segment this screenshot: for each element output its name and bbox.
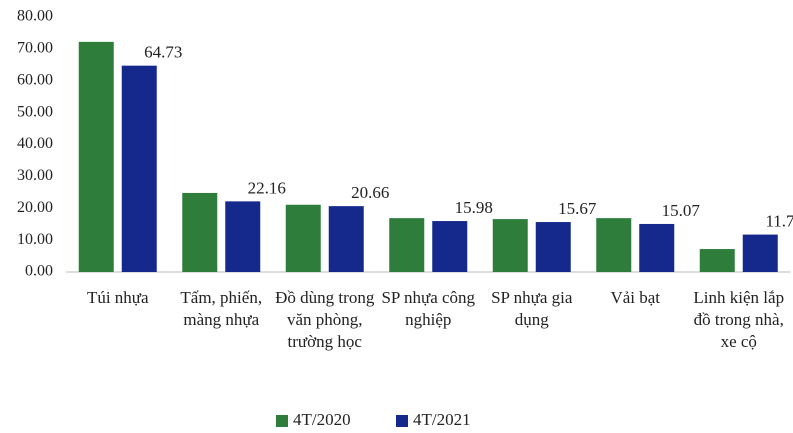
y-tick-label: 30.00 xyxy=(17,167,53,184)
bar xyxy=(182,192,218,272)
bar xyxy=(596,218,632,272)
y-tick-label: 40.00 xyxy=(17,135,53,152)
x-tick-label: Linh kiện lắp đồ trong nhà, xe cộ xyxy=(693,288,785,351)
x-tick-label: Tấm, phiến, màng nhựa xyxy=(180,288,263,329)
y-tick-label: 70.00 xyxy=(17,40,53,57)
x-tick-label: Túi nhựa xyxy=(86,288,149,307)
bar xyxy=(535,222,571,272)
bar xyxy=(492,219,528,272)
data-label: 15.98 xyxy=(455,198,493,217)
legend-swatch xyxy=(276,415,288,427)
x-tick-label: SP nhựa công nghiệp xyxy=(381,288,476,329)
data-label: 64.73 xyxy=(144,43,182,62)
data-label: 20.66 xyxy=(351,183,389,202)
y-tick-label: 10.00 xyxy=(17,231,53,248)
bar xyxy=(225,201,261,272)
legend-label: 4T/2021 xyxy=(413,410,471,429)
data-label: 15.67 xyxy=(558,199,597,218)
y-tick-label: 20.00 xyxy=(17,199,53,216)
bar xyxy=(389,218,425,272)
y-tick-label: 50.00 xyxy=(17,103,53,120)
data-label: 11.74 xyxy=(765,211,793,230)
x-tick-label: Vải bạt xyxy=(610,288,661,307)
x-tick-label: SP nhựa gia dụng xyxy=(491,288,573,329)
data-label: 15.07 xyxy=(662,201,701,220)
bar xyxy=(432,221,468,272)
bar xyxy=(121,65,157,272)
legend-swatch xyxy=(396,415,408,427)
data-label: 22.16 xyxy=(248,178,286,197)
bar xyxy=(78,41,114,272)
x-tick-label: Đồ dùng trong văn phòng, trường học xyxy=(275,288,375,351)
bar xyxy=(699,249,735,272)
bar xyxy=(742,234,778,272)
bar xyxy=(285,204,321,272)
y-tick-label: 80.00 xyxy=(17,8,53,25)
legend-label: 4T/2020 xyxy=(293,410,351,429)
y-tick-label: 0.00 xyxy=(25,263,53,280)
bar xyxy=(639,223,675,272)
y-tick-label: 60.00 xyxy=(17,71,53,88)
bar xyxy=(328,206,364,272)
